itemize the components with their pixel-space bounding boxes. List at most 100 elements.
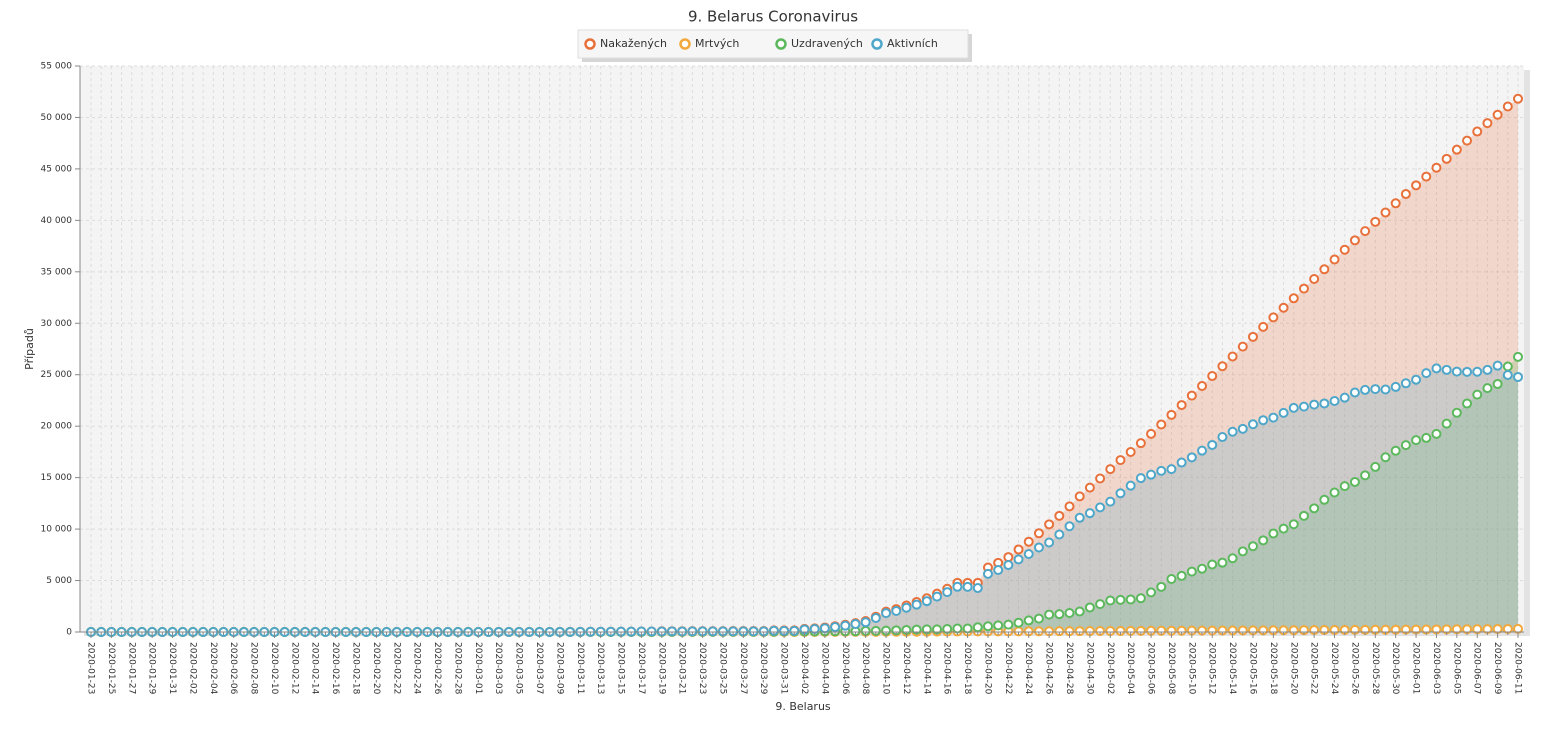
point bbox=[1298, 510, 1309, 521]
point bbox=[1513, 351, 1523, 362]
point bbox=[1023, 615, 1034, 626]
point bbox=[1156, 581, 1167, 592]
x-tick-label: 2020-01-25 bbox=[106, 642, 116, 694]
x-tick-label: 2020-05-04 bbox=[1125, 642, 1135, 695]
point bbox=[1003, 552, 1014, 563]
point bbox=[1472, 126, 1483, 137]
point bbox=[1207, 371, 1218, 382]
point bbox=[1451, 144, 1462, 155]
x-tick-label: 2020-03-31 bbox=[779, 642, 789, 694]
point bbox=[1278, 523, 1289, 534]
point bbox=[942, 587, 953, 598]
point bbox=[891, 605, 902, 616]
x-tick-label: 2020-01-31 bbox=[167, 642, 177, 694]
point bbox=[1186, 452, 1197, 463]
point bbox=[1125, 594, 1136, 605]
x-tick-label: 2020-03-17 bbox=[636, 642, 646, 694]
point bbox=[1166, 574, 1177, 585]
x-tick-label: 2020-05-22 bbox=[1309, 642, 1319, 694]
point bbox=[1227, 426, 1238, 437]
legend-label: Nakažených bbox=[600, 37, 667, 50]
point bbox=[1217, 432, 1228, 443]
x-tick-label: 2020-02-06 bbox=[228, 642, 238, 695]
x-tick-label: 2020-02-26 bbox=[432, 642, 442, 695]
point bbox=[728, 626, 739, 637]
point bbox=[1482, 118, 1493, 129]
legend-label: Mrtvých bbox=[695, 37, 739, 50]
point bbox=[1513, 371, 1523, 382]
y-tick-label: 30 000 bbox=[41, 319, 73, 329]
point bbox=[1105, 464, 1116, 475]
point bbox=[1482, 383, 1493, 394]
point bbox=[1247, 419, 1258, 430]
x-tick-label: 2020-02-14 bbox=[310, 642, 320, 695]
point bbox=[1176, 457, 1187, 468]
y-tick-label: 45 000 bbox=[41, 164, 73, 174]
x-tick-label: 2020-05-30 bbox=[1390, 642, 1400, 695]
point bbox=[1502, 101, 1513, 112]
point bbox=[1390, 445, 1401, 456]
point bbox=[1013, 617, 1024, 628]
point bbox=[1095, 599, 1106, 610]
x-tick-label: 2020-04-30 bbox=[1084, 642, 1094, 695]
point bbox=[1227, 553, 1238, 564]
point bbox=[1329, 487, 1340, 498]
point bbox=[1421, 368, 1432, 379]
x-tick-label: 2020-02-04 bbox=[208, 642, 218, 695]
point bbox=[1339, 392, 1350, 403]
point bbox=[1268, 312, 1279, 323]
point bbox=[870, 613, 881, 624]
x-tick-label: 2020-02-22 bbox=[391, 642, 401, 694]
point bbox=[1288, 519, 1299, 530]
axes: 0 5 000 10 000 15 000 20 000 25 000 30 000 35 0… bbox=[41, 62, 1524, 695]
point bbox=[1319, 264, 1330, 275]
point bbox=[1431, 162, 1442, 173]
x-tick-label: 2020-02-08 bbox=[249, 642, 259, 695]
point bbox=[1451, 366, 1462, 377]
point bbox=[921, 596, 932, 607]
point bbox=[1023, 536, 1034, 547]
x-tick-label: 2020-04-10 bbox=[881, 642, 891, 695]
point bbox=[1084, 508, 1095, 519]
point bbox=[1074, 626, 1085, 637]
point bbox=[748, 626, 759, 637]
point bbox=[1390, 381, 1401, 392]
point bbox=[1298, 401, 1309, 412]
x-tick-label: 2020-03-27 bbox=[738, 642, 748, 694]
point bbox=[1482, 364, 1493, 375]
y-tick-label: 5 000 bbox=[46, 576, 72, 586]
point bbox=[1421, 171, 1432, 182]
x-tick-label: 2020-06-01 bbox=[1411, 642, 1421, 694]
x-tick-label: 2020-04-12 bbox=[901, 642, 911, 694]
point bbox=[1339, 481, 1350, 492]
point bbox=[860, 617, 871, 628]
point bbox=[1105, 496, 1116, 507]
x-tick-label: 2020-02-02 bbox=[187, 642, 197, 694]
x-tick-label: 2020-04-18 bbox=[962, 642, 972, 695]
point bbox=[1197, 445, 1208, 456]
point bbox=[1217, 361, 1228, 372]
x-tick-label: 2020-04-02 bbox=[799, 642, 809, 694]
point bbox=[1074, 512, 1085, 523]
point bbox=[1360, 226, 1371, 237]
point bbox=[1084, 602, 1095, 613]
point bbox=[1044, 519, 1055, 530]
legend-marker bbox=[775, 38, 787, 50]
point bbox=[830, 621, 841, 632]
point bbox=[1237, 546, 1248, 557]
y-tick-label: 10 000 bbox=[41, 525, 73, 535]
point bbox=[1462, 135, 1473, 146]
x-axis-label: 9. Belarus bbox=[775, 700, 831, 713]
point bbox=[982, 568, 993, 579]
point bbox=[1125, 480, 1136, 491]
point bbox=[1033, 626, 1044, 637]
point bbox=[1441, 364, 1452, 375]
point bbox=[1064, 608, 1075, 619]
point bbox=[1054, 510, 1065, 521]
point bbox=[1349, 476, 1360, 487]
point bbox=[962, 581, 973, 592]
x-tick-label: 2020-03-07 bbox=[534, 642, 544, 694]
point bbox=[1084, 482, 1095, 493]
point bbox=[1380, 452, 1391, 463]
